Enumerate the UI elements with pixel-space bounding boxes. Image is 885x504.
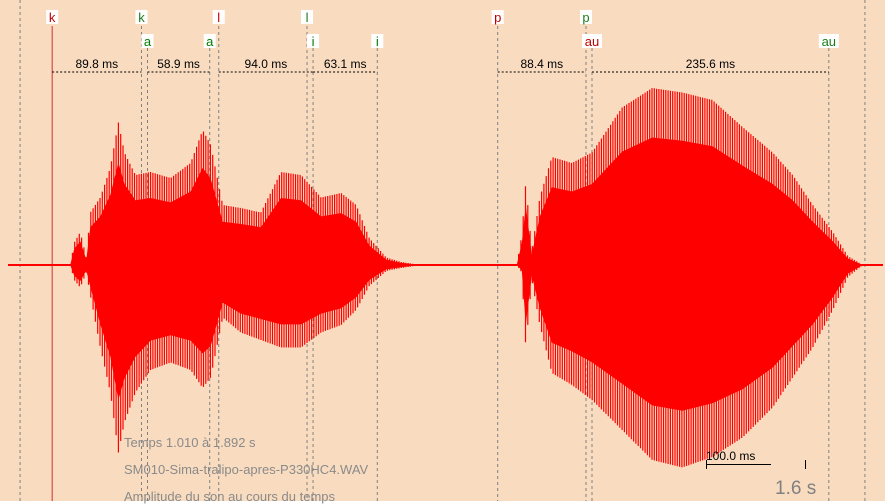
marker-label-8: p (494, 10, 501, 25)
marker-label-4: l (217, 10, 220, 25)
marker-label-6: i (312, 34, 315, 49)
scale-bar-label: 100.0 ms (706, 449, 756, 463)
marker-label-bg-6 (307, 34, 320, 48)
duration-label-4: 88.4 ms (520, 57, 563, 71)
marker-label-bg-3 (203, 34, 216, 48)
marker-label-1: k (138, 10, 145, 25)
marker-label-bg-5 (301, 10, 314, 24)
total-duration-tick (805, 460, 806, 469)
marker-label-2: a (144, 34, 152, 49)
marker-label-bg-4 (212, 10, 225, 24)
duration-label-2: 94.0 ms (245, 57, 288, 71)
waveform-trace (0, 88, 885, 468)
duration-label-5: 235.6 ms (686, 57, 735, 71)
filename-text: SM010-Sima-tralipo-apres-P330HC4.WAV (124, 462, 369, 477)
marker-label-bg-8 (491, 10, 504, 24)
marker-label-7: i (376, 34, 379, 49)
marker-label-3: a (206, 34, 214, 49)
marker-label-bg-9 (579, 10, 592, 24)
marker-label-bg-10 (582, 34, 603, 48)
marker-label-0: k (49, 10, 56, 25)
marker-label-10: au (585, 34, 599, 49)
marker-label-bg-0 (46, 10, 59, 24)
total-duration: 1.6 s (775, 478, 817, 499)
duration-label-0: 89.8 ms (75, 57, 118, 71)
marker-label-bg-2 (141, 34, 154, 48)
scale-bar (706, 464, 771, 465)
duration-label-3: 63.1 ms (324, 57, 367, 71)
marker-label-bg-7 (371, 34, 384, 48)
marker-label-9: p (582, 10, 589, 25)
marker-label-11: au (822, 34, 836, 49)
caption-text: Amplitude du son au cours du temps (124, 489, 336, 504)
marker-label-5: l (306, 10, 309, 25)
wave-strokes (71, 88, 862, 468)
time-range-text: Temps 1.010 à 1.892 s (124, 435, 256, 450)
marker-label-bg-1 (135, 10, 148, 24)
marker-label-bg-11 (818, 34, 839, 48)
duration-label-1: 58.9 ms (157, 57, 200, 71)
marker-lines (19, 0, 866, 501)
